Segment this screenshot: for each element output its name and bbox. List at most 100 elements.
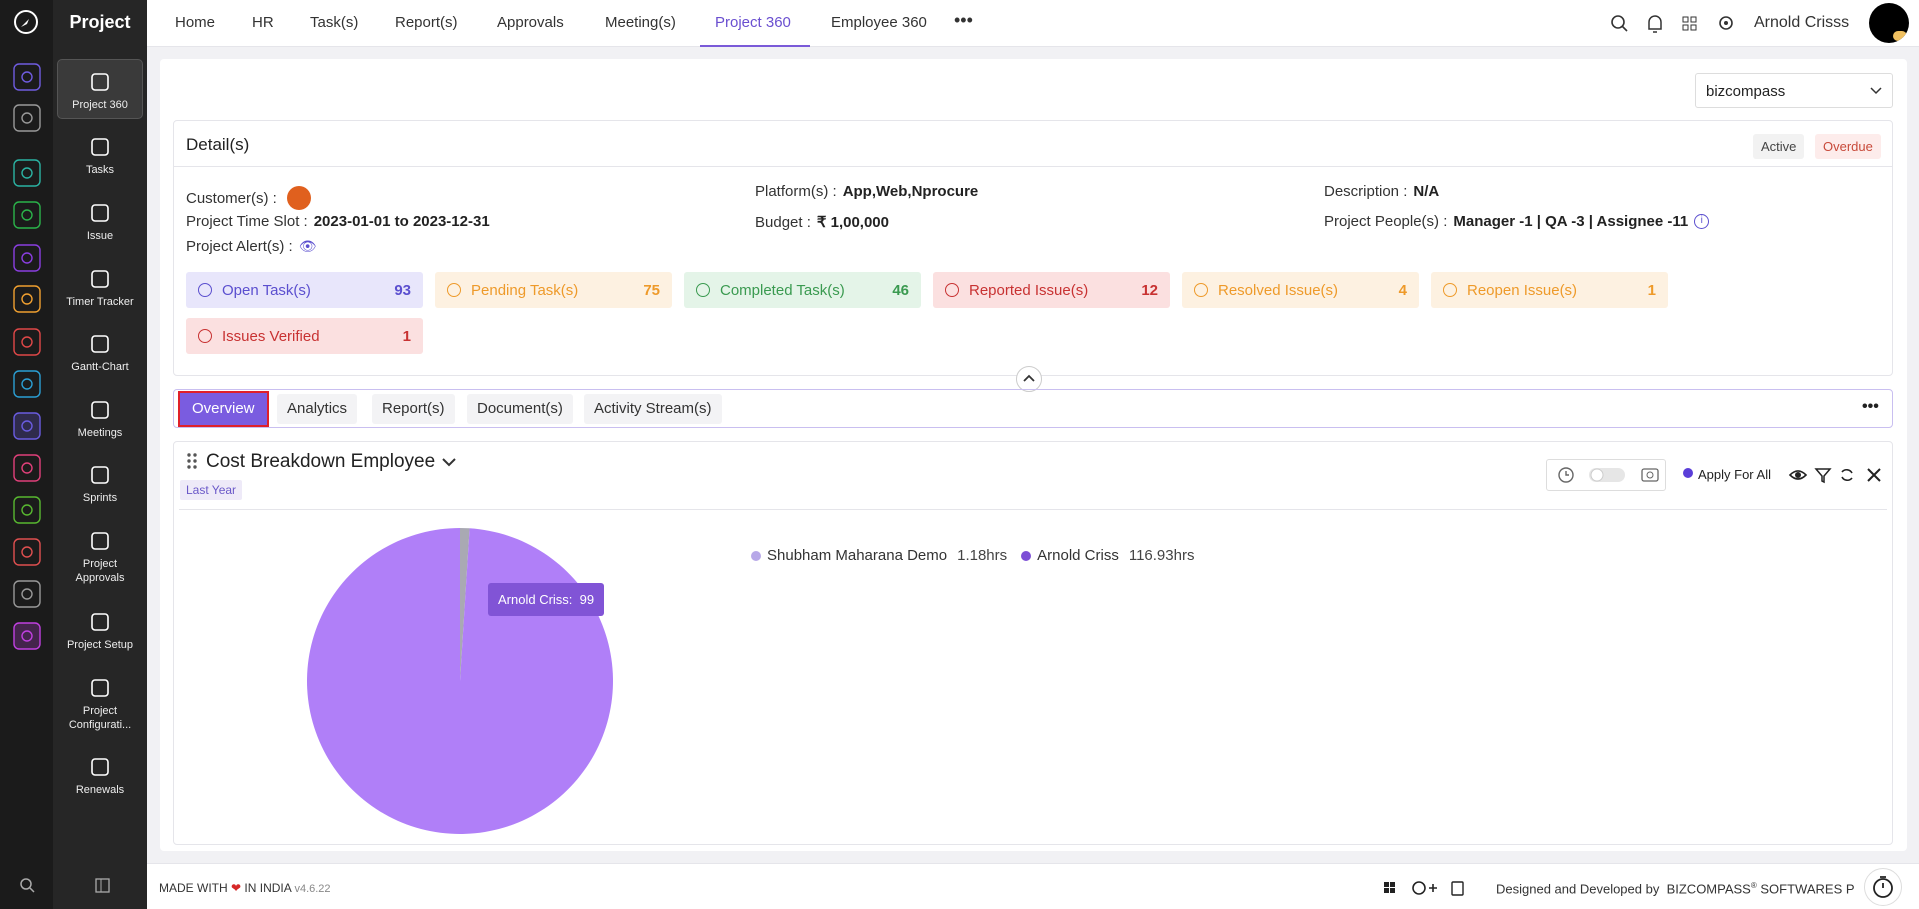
rail-icon-glyph bbox=[21, 378, 33, 390]
stat-tile[interactable]: Issues Verified 1 bbox=[186, 318, 423, 354]
nav-item[interactable]: Employee 360 bbox=[831, 14, 927, 31]
sidebar-item[interactable]: Issue bbox=[57, 201, 143, 243]
rail-icon-box bbox=[13, 159, 41, 187]
rail-icon[interactable] bbox=[13, 159, 41, 187]
sidebar-item[interactable]: Meetings bbox=[57, 398, 143, 440]
tab[interactable]: Report(s) bbox=[372, 394, 455, 424]
details-card bbox=[173, 120, 1893, 376]
rail-icon[interactable] bbox=[13, 63, 41, 91]
stat-value: 75 bbox=[643, 281, 660, 299]
widget-title: Cost Breakdown Employee bbox=[206, 451, 436, 472]
company: BIZCOMPASS bbox=[1666, 881, 1751, 897]
india-text: IN INDIA bbox=[244, 881, 292, 895]
nav-item[interactable]: Project 360 bbox=[715, 14, 791, 31]
sidebar-title: Project bbox=[69, 12, 131, 32]
detail-field: Description : N/A bbox=[1324, 183, 1439, 200]
stat-tile[interactable]: Completed Task(s) 46 bbox=[684, 272, 921, 308]
detail-field: Budget : ₹ 1,00,000 bbox=[755, 213, 889, 232]
stat-label: Resolved Issue(s) bbox=[1218, 281, 1339, 299]
rail-icon-glyph bbox=[21, 630, 33, 642]
info-icon[interactable]: i bbox=[1694, 214, 1710, 229]
stat-tile[interactable]: Reopen Issue(s) 1 bbox=[1431, 272, 1668, 308]
stat-tile[interactable]: Open Task(s) 93 bbox=[186, 272, 423, 308]
sidebar-item[interactable]: Project Configurati... bbox=[57, 676, 143, 732]
field-value: N/A bbox=[1413, 183, 1440, 200]
tooltip-value: 99 bbox=[579, 592, 595, 607]
rail-icon-box bbox=[13, 244, 41, 272]
stat-tile[interactable]: Pending Task(s) 75 bbox=[435, 272, 672, 308]
legend-item[interactable]: Shubham Maharana Demo 1.18hrs bbox=[751, 547, 1007, 564]
credit: Designed and Developed by BIZCOMPASS® SO… bbox=[1496, 881, 1855, 896]
rail-icon-glyph bbox=[21, 504, 33, 516]
timer-button[interactable] bbox=[1864, 868, 1902, 906]
sidebar-label: Timer Tracker bbox=[66, 296, 134, 308]
rail-icon-glyph bbox=[21, 462, 33, 474]
sidebar-label: Gantt-Chart bbox=[71, 361, 129, 373]
rail-icon[interactable] bbox=[13, 496, 41, 524]
rail-icon[interactable] bbox=[13, 538, 41, 566]
collapse-icon[interactable] bbox=[93, 876, 113, 896]
rail-icon[interactable] bbox=[13, 622, 41, 650]
search-icon[interactable] bbox=[16, 874, 38, 896]
rail-icon[interactable] bbox=[13, 328, 41, 356]
made-text: MADE WITH bbox=[159, 881, 228, 895]
rail-icon[interactable] bbox=[13, 412, 41, 440]
nav-item[interactable]: HR bbox=[252, 14, 274, 31]
more-nav[interactable]: ••• bbox=[954, 10, 973, 30]
nav-item[interactable]: Report(s) bbox=[395, 14, 458, 31]
widget-actions[interactable] bbox=[1788, 464, 1888, 486]
title-chevron[interactable] bbox=[441, 456, 457, 468]
sidebar-item[interactable]: Timer Tracker bbox=[57, 267, 143, 309]
sidebar-item[interactable]: Project 360 bbox=[57, 70, 143, 112]
tab[interactable]: Overview bbox=[178, 391, 269, 427]
detail-field: Platform(s) : App,Web,Nprocure bbox=[755, 183, 978, 200]
sidebar-item[interactable]: Project Approvals bbox=[57, 529, 143, 585]
stat-tile[interactable]: Reported Issue(s) 12 bbox=[933, 272, 1170, 308]
sidebar-item[interactable]: Project Setup bbox=[57, 610, 143, 652]
legend-item[interactable]: Arnold Criss 116.93hrs bbox=[1021, 547, 1194, 564]
project-select[interactable]: bizcompass bbox=[1695, 73, 1893, 108]
stat-value: 1 bbox=[1647, 281, 1656, 299]
legend-dot bbox=[751, 550, 761, 561]
alert-eye[interactable]: 👁 bbox=[298, 238, 317, 254]
nav-item[interactable]: Home bbox=[175, 14, 216, 31]
rail-icon[interactable] bbox=[13, 285, 41, 313]
sidebar: Project Project 360 Tasks Issue Timer Track… bbox=[53, 0, 147, 909]
rail-icon[interactable] bbox=[13, 244, 41, 272]
badge-overdue: Overdue bbox=[1815, 134, 1881, 159]
stat-icon bbox=[945, 283, 959, 297]
rail-icon-box bbox=[13, 496, 41, 524]
nav-item[interactable]: Meeting(s) bbox=[605, 14, 676, 31]
detail-field: Project People(s) : Manager -1 | QA -3 | … bbox=[1324, 213, 1710, 230]
rail-icon-box bbox=[13, 454, 41, 482]
rail-icon[interactable] bbox=[13, 580, 41, 608]
user-name[interactable]: Arnold Crisss bbox=[1754, 14, 1850, 31]
tab[interactable]: Document(s) bbox=[467, 394, 573, 424]
tab-more[interactable]: ••• bbox=[1862, 398, 1879, 415]
widget-card bbox=[173, 441, 1893, 845]
sidebar-item[interactable]: Gantt-Chart bbox=[57, 332, 143, 374]
nav-item[interactable]: Approvals bbox=[497, 14, 564, 31]
field-label: Project Alert(s) : bbox=[186, 238, 293, 255]
sidebar-item[interactable]: Sprints bbox=[57, 463, 143, 505]
stat-tile[interactable]: Resolved Issue(s) 4 bbox=[1182, 272, 1419, 308]
tab[interactable]: Activity Stream(s) bbox=[584, 394, 722, 424]
credit-text: Designed and Developed by bbox=[1496, 881, 1660, 897]
apply-for-all[interactable]: Apply For All bbox=[1698, 467, 1771, 482]
nav-item[interactable]: Task(s) bbox=[310, 14, 359, 31]
tab[interactable]: Analytics bbox=[277, 394, 358, 424]
legend-name: Arnold Criss bbox=[1037, 547, 1119, 564]
rail-icon[interactable] bbox=[13, 454, 41, 482]
rail-icon[interactable] bbox=[13, 201, 41, 229]
collapse-button[interactable] bbox=[1016, 366, 1042, 392]
rail-icon[interactable] bbox=[13, 104, 41, 132]
avatar[interactable] bbox=[1869, 3, 1909, 43]
rail-icon[interactable] bbox=[13, 370, 41, 398]
divider bbox=[174, 166, 1892, 167]
sidebar-item[interactable]: Renewals bbox=[57, 755, 143, 797]
active-underline bbox=[700, 45, 810, 47]
select-value: bizcompass bbox=[1706, 83, 1786, 100]
drag-handle[interactable] bbox=[186, 452, 198, 470]
footer: MADE WITH ❤ IN INDIA v4.6.22 Designed an… bbox=[147, 863, 1919, 909]
sidebar-item[interactable]: Tasks bbox=[57, 135, 143, 177]
